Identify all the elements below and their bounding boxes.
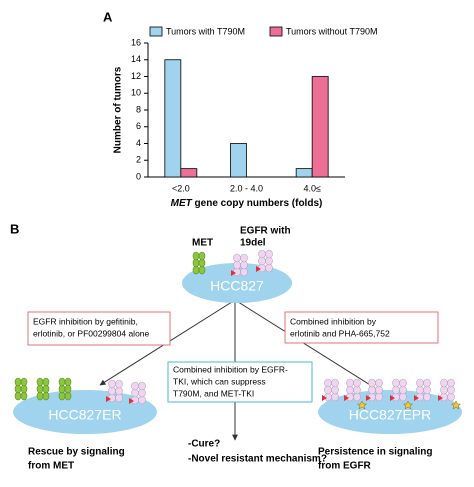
met-receptor (198, 251, 206, 261)
y-tick-label: 14 (131, 54, 141, 64)
cell-label: HCC827ER (48, 407, 121, 423)
box-text: Combined inhibition by EGFR- (173, 364, 288, 374)
egfr-receptor (131, 381, 139, 391)
bar (230, 143, 247, 178)
y-tick-label: 0 (136, 171, 141, 181)
bar (311, 76, 329, 178)
egfr-mutation (366, 395, 371, 401)
y-tick-label: 4 (136, 138, 141, 148)
outcome-text: from EGFR (318, 461, 372, 472)
outcome-text: -Novel resistant mechanism? (188, 454, 327, 465)
bar (164, 59, 182, 178)
legend-label: Tumors with T790M (166, 26, 245, 36)
box-text: erlotinib and PHA-665,752 (290, 328, 390, 338)
box-text: Combined inhibition by (290, 316, 377, 326)
y-tick-label: 8 (136, 104, 141, 114)
y-tick-label: 6 (136, 121, 141, 131)
x-tick-label: 2.0 - 4.0 (230, 183, 263, 193)
y-tick-label: 2 (136, 155, 141, 165)
box-text: T790M, and MET-TKI (173, 388, 254, 398)
x-axis-label-text: gene copy numbers (folds) (195, 198, 323, 209)
egfr-mutation (390, 395, 395, 401)
bar (295, 168, 313, 178)
egfr-t790m (356, 400, 368, 410)
egfr-receptor (240, 253, 248, 263)
egfr-receptor (115, 379, 123, 389)
egfr-receptor (447, 378, 455, 388)
egfr-receptor (375, 378, 383, 388)
box (167, 361, 313, 403)
outcome-text: from MET (28, 461, 74, 472)
y-tick-label: 16 (131, 37, 141, 47)
egfr-mutation (106, 396, 111, 402)
egfr-label: EGFR with (240, 226, 291, 237)
met-receptor (192, 251, 200, 261)
egfr-receptor (368, 378, 376, 388)
x-tick-label: <2.0 (172, 183, 190, 193)
box (27, 311, 171, 346)
egfr-receptor (108, 379, 116, 389)
egfr-receptor (440, 378, 448, 388)
met-label: MET (192, 238, 213, 249)
egfr-mutation (438, 395, 443, 401)
outcome-text: -Cure? (188, 439, 220, 450)
box (284, 311, 439, 344)
met-receptor (64, 377, 72, 387)
box-text: TKI, which can suppress (173, 376, 266, 386)
egfr-mutation (129, 398, 134, 404)
egfr-receptor (324, 378, 332, 388)
cell-label: HCC827EPR (349, 407, 431, 423)
arrow (234, 299, 376, 389)
met-receptor (58, 377, 66, 387)
egfr-mutation (414, 395, 419, 401)
egfr-receptor (233, 253, 241, 263)
egfr-t790m (450, 400, 462, 410)
egfr-receptor (399, 378, 407, 388)
egfr-mutation (256, 266, 261, 272)
egfr-receptor (258, 249, 266, 259)
x-axis-label-emphasis: MET (171, 198, 193, 209)
legend-swatch (269, 26, 283, 37)
legend-swatch (149, 26, 163, 37)
bar (180, 168, 198, 178)
egfr-receptor (416, 378, 424, 388)
x-axis-label: MET gene copy numbers (folds) (171, 198, 323, 209)
y-axis-label: Number of tumors (113, 66, 124, 153)
panel-label: B (10, 221, 19, 236)
cell-label: HCC827 (210, 278, 264, 294)
egfr-mutation (344, 395, 349, 401)
egfr-receptor (138, 381, 146, 391)
egfr-receptor (423, 378, 431, 388)
egfr-label: 19del (240, 238, 266, 249)
legend-label: Tumors without T790M (286, 26, 378, 36)
outcome-text: Rescue by signaling (28, 447, 125, 458)
met-receptor (42, 377, 50, 387)
egfr-mutation (322, 395, 327, 401)
y-tick-label: 12 (131, 71, 141, 81)
egfr-receptor (353, 378, 361, 388)
box-text: erlotinib, or PF00299804 alone (33, 328, 150, 338)
egfr-t790m (402, 400, 414, 410)
egfr-receptor (346, 378, 354, 388)
panel-label: A (103, 9, 113, 24)
egfr-receptor (331, 378, 339, 388)
x-tick-label: 4.0≤ (303, 183, 321, 193)
met-receptor (36, 377, 44, 387)
egfr-mutation (231, 270, 236, 276)
box-text: EGFR inhibition by gefitinib, (33, 316, 138, 326)
y-tick-label: 10 (131, 88, 141, 98)
met-receptor (20, 377, 28, 387)
egfr-receptor (265, 249, 273, 259)
outcome-text: Persistence in signaling (318, 447, 432, 458)
met-receptor (14, 377, 22, 387)
cell (182, 263, 292, 303)
egfr-receptor (392, 378, 400, 388)
